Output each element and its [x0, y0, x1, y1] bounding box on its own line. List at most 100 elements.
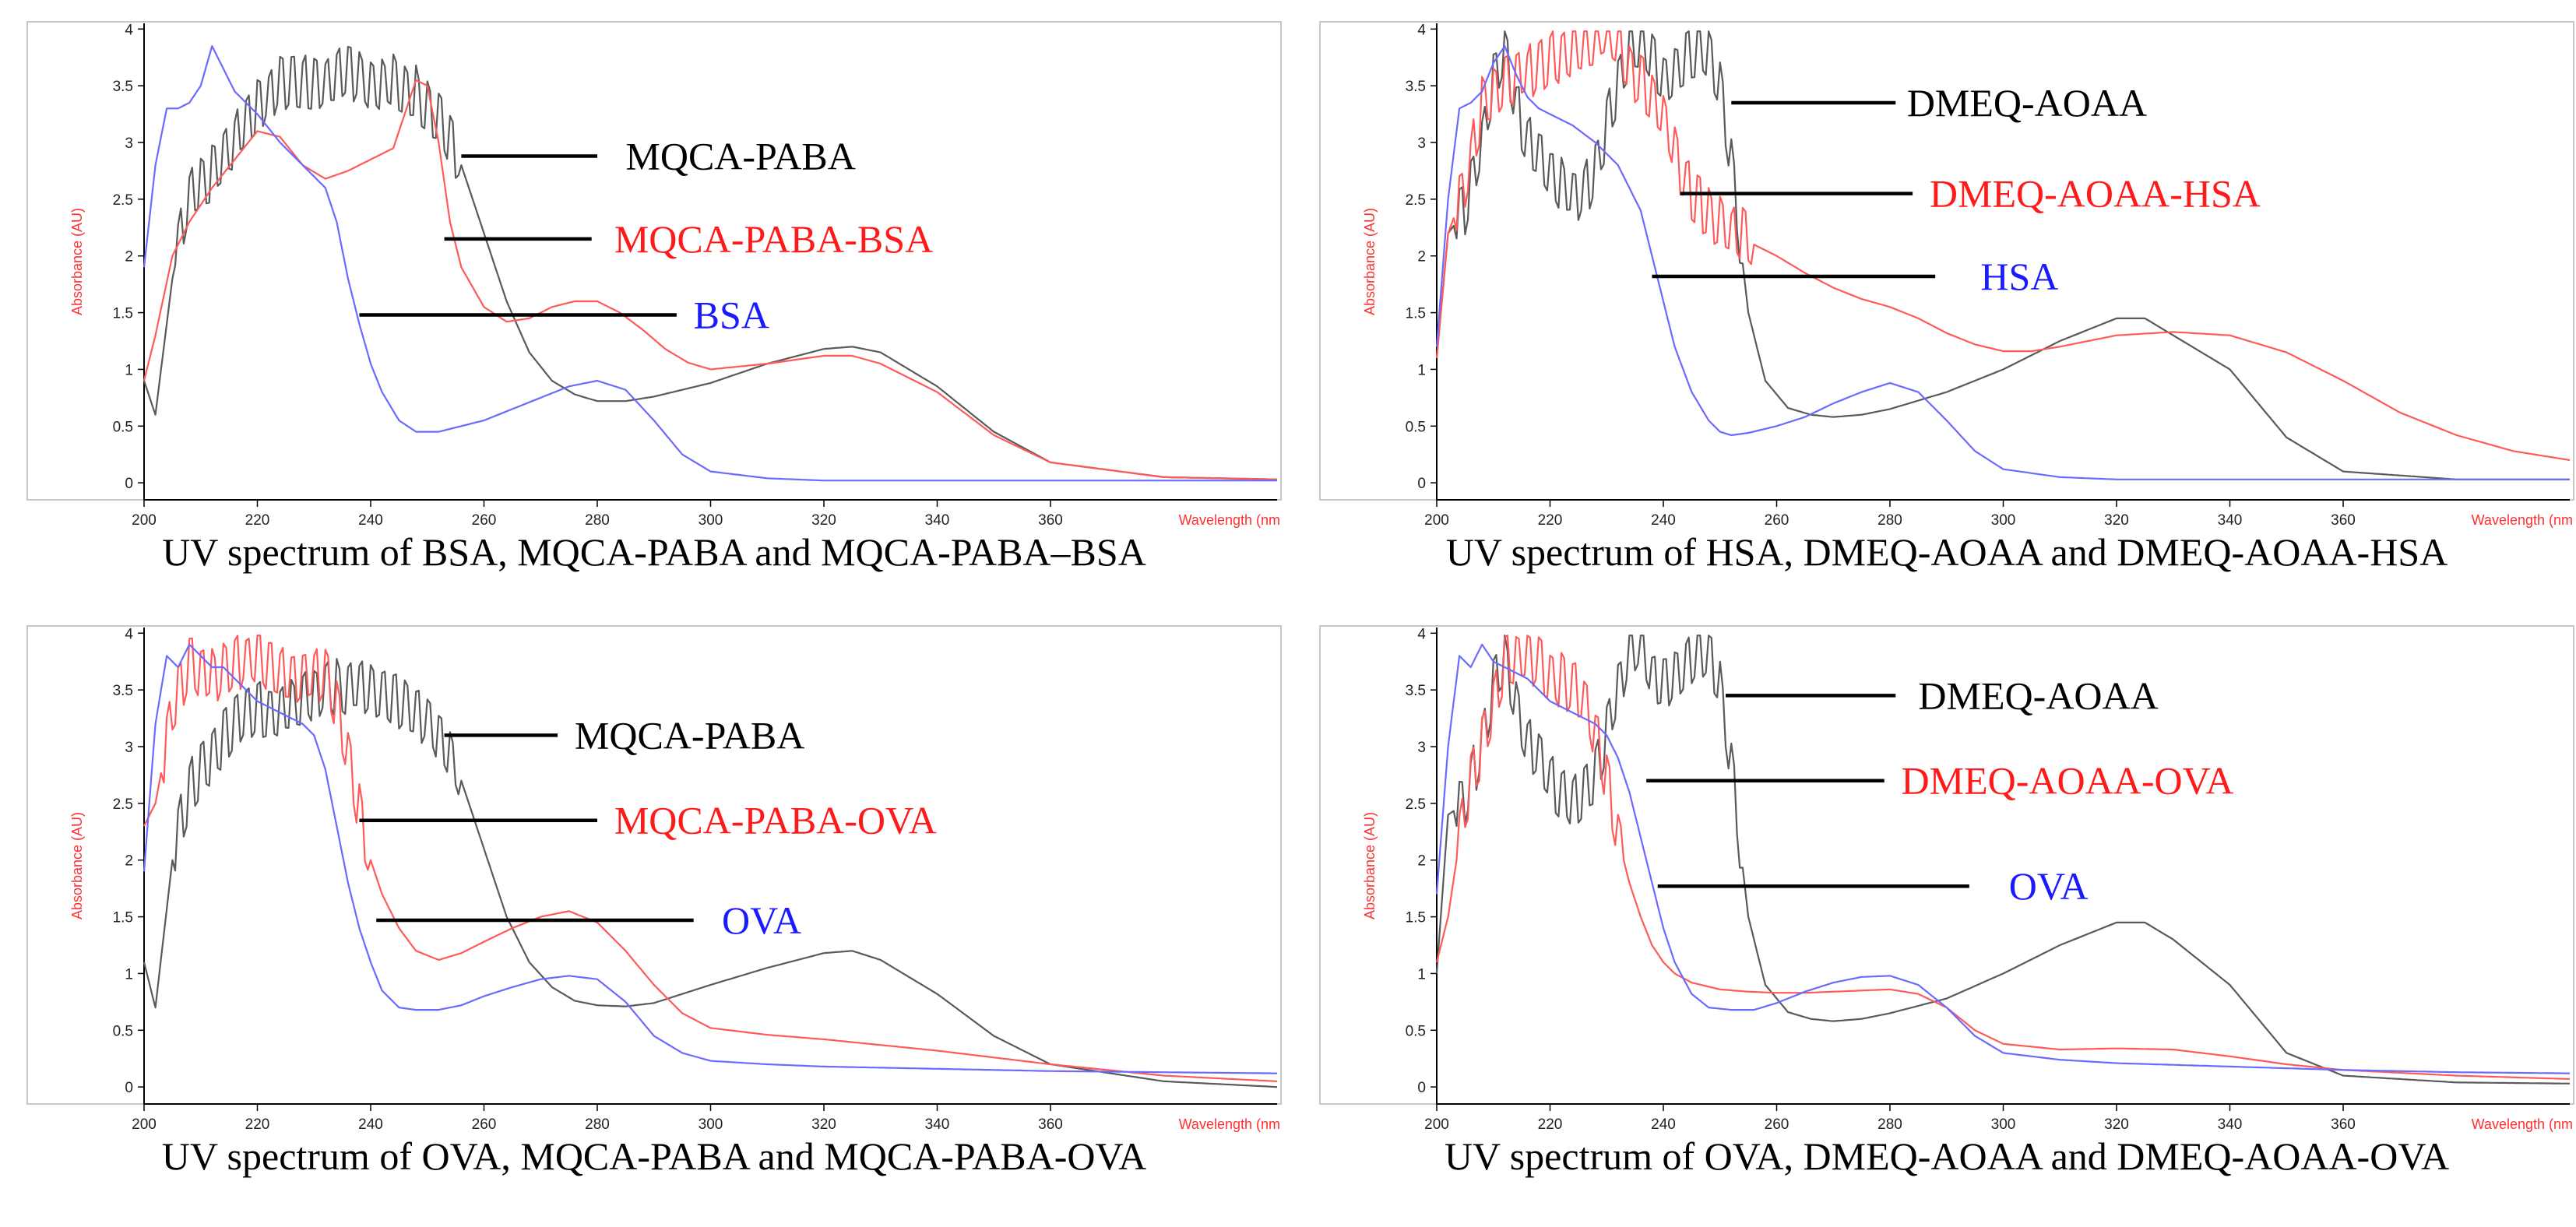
y-tick-label: 2.5 — [113, 192, 133, 209]
x-tick-label: 360 — [2331, 1116, 2356, 1133]
series-label: DMEQ-AOAA — [1907, 81, 2147, 125]
y-axis-label: Absorbance (AU) — [1362, 812, 1378, 919]
y-tick-label: 1 — [125, 966, 133, 983]
y-tick-label: 2 — [1417, 249, 1426, 265]
uv-spectrum-chart: 0 0.5 1 1.5 2 2.5 3 3.5 4 200 220 240 260 280 300 320 34… — [26, 21, 1282, 529]
y-tick-label: 4 — [125, 22, 133, 38]
x-tick-label: 320 — [811, 1116, 836, 1133]
chart-frame — [1319, 625, 2574, 1105]
series-line-bsa — [143, 45, 1277, 482]
chart-panel-ova-dmeq: 0 0.5 1 1.5 2 2.5 3 3.5 4 200 220 240 260 280 300 320 34… — [1316, 625, 2576, 1133]
x-tick-label: 240 — [358, 512, 383, 529]
series-label: OVA — [2009, 864, 2089, 908]
y-tick-label: 0 — [1417, 1080, 1426, 1096]
x-tick-label: 200 — [1424, 1116, 1449, 1133]
y-tick-label: 0.5 — [113, 1023, 133, 1039]
x-tick-label: 240 — [1651, 1116, 1676, 1133]
x-tick-label: 300 — [1991, 512, 2016, 529]
series-label: DMEQ-AOAA — [1918, 673, 2158, 717]
x-tick-label: 300 — [1991, 1116, 2016, 1133]
y-tick-label: 1 — [1417, 966, 1426, 983]
x-tick-label: 340 — [2218, 1116, 2243, 1133]
x-tick-label: 340 — [925, 1116, 950, 1133]
uv-spectrum-chart: 0 0.5 1 1.5 2 2.5 3 3.5 4 200 220 240 260 280 300 320 34… — [1319, 21, 2574, 529]
chart-panel-bsa: 0 0.5 1 1.5 2 2.5 3 3.5 4 200 220 240 260 280 300 320 34… — [23, 21, 1285, 529]
chart-panel-hsa: 0 0.5 1 1.5 2 2.5 3 3.5 4 200 220 240 260 280 300 320 34… — [1316, 21, 2576, 529]
series-line-dmeq-aoaa-ova — [1435, 635, 2571, 1080]
y-tick-label: 3.5 — [113, 79, 133, 95]
chart-caption: UV spectrum of HSA, DMEQ-AOAA and DMEQ-A… — [1445, 530, 2448, 574]
chart-panel-ova-mqca: 0 0.5 1 1.5 2 2.5 3 3.5 4 200 220 240 260 280 300 320 34… — [23, 625, 1285, 1133]
chart-caption: UV spectrum of OVA, DMEQ-AOAA and DMEQ-A… — [1444, 1134, 2450, 1178]
series-label: BSA — [694, 293, 769, 336]
y-tick-label: 4 — [1417, 626, 1426, 642]
y-tick-label: 3 — [125, 135, 133, 152]
series-line-mqca-paba — [143, 658, 1278, 1088]
x-tick-label: 200 — [1424, 512, 1449, 529]
y-axis-label: Absorbance (AU) — [69, 208, 85, 315]
x-tick-label: 220 — [1538, 1116, 1563, 1133]
series-line-dmeq-aoaa — [1435, 635, 2571, 1085]
y-axis-label: Absorbance (AU) — [69, 812, 85, 919]
y-tick-label: 2.5 — [1406, 796, 1426, 813]
uv-spectrum-chart: 0 0.5 1 1.5 2 2.5 3 3.5 4 200 220 240 260 280 300 320 34… — [1319, 625, 2574, 1133]
y-tick-label: 0.5 — [1406, 419, 1426, 435]
y-tick-label: 2.5 — [1406, 192, 1426, 209]
x-tick-label: 340 — [925, 512, 950, 529]
x-tick-label: 280 — [585, 1116, 610, 1133]
uv-spectrum-chart: 0 0.5 1 1.5 2 2.5 3 3.5 4 200 220 240 260 280 300 320 34… — [26, 625, 1282, 1133]
y-tick-label: 4 — [125, 626, 133, 642]
y-tick-label: 1.5 — [1406, 306, 1426, 322]
y-tick-label: 4 — [1417, 22, 1426, 38]
y-tick-label: 2 — [125, 249, 133, 265]
x-tick-label: 220 — [245, 512, 270, 529]
x-tick-label: 260 — [1765, 1116, 1789, 1133]
y-tick-label: 2 — [1417, 853, 1426, 870]
x-tick-label: 240 — [358, 1116, 383, 1133]
y-tick-label: 3 — [1417, 740, 1426, 756]
x-axis-label: Wavelength (nm — [2472, 1116, 2573, 1132]
y-tick-label: 0 — [125, 476, 133, 492]
x-tick-label: 200 — [132, 1116, 157, 1133]
series-line-dmeq-aoaa — [1435, 30, 2570, 480]
x-tick-label: 200 — [132, 512, 157, 529]
series-label: HSA — [1980, 255, 2058, 298]
y-tick-label: 0.5 — [113, 419, 133, 435]
series-label: DMEQ-AOAA-HSA — [1930, 172, 2261, 216]
chart-caption: UV spectrum of OVA, MQCA-PABA and MQCA-P… — [161, 1134, 1147, 1178]
y-tick-label: 2.5 — [113, 796, 133, 813]
y-tick-label: 3.5 — [1406, 683, 1426, 699]
x-tick-label: 360 — [1038, 1116, 1063, 1133]
series-label: OVA — [722, 898, 801, 942]
y-axis-label: Absorbance (AU) — [1362, 208, 1378, 315]
x-tick-label: 360 — [2331, 512, 2356, 529]
y-tick-label: 1 — [125, 362, 133, 378]
x-axis-label: Wavelength (nm — [1179, 1116, 1280, 1132]
x-tick-label: 260 — [1765, 512, 1789, 529]
series-label: MQCA-PABA-BSA — [614, 217, 933, 261]
series-label: DMEQ-AOAA-OVA — [1902, 759, 2234, 803]
x-tick-label: 220 — [1538, 512, 1563, 529]
x-tick-label: 320 — [2104, 1116, 2129, 1133]
series-label: MQCA-PABA-OVA — [614, 799, 937, 842]
x-tick-label: 340 — [2218, 512, 2243, 529]
x-tick-label: 320 — [811, 512, 836, 529]
x-axis-label: Wavelength (nm — [2472, 512, 2573, 528]
chart-frame — [26, 625, 1282, 1105]
y-tick-label: 1.5 — [113, 306, 133, 322]
x-tick-label: 280 — [1877, 512, 1902, 529]
y-tick-label: 3.5 — [1406, 79, 1426, 95]
x-tick-label: 260 — [472, 512, 497, 529]
series-line-dmeq-aoaa-hsa — [1435, 30, 2571, 462]
series-line-ova — [143, 643, 1278, 1074]
x-tick-label: 300 — [699, 1116, 723, 1133]
y-tick-label: 1 — [1417, 362, 1426, 378]
y-tick-label: 0 — [1417, 476, 1426, 492]
chart-frame — [26, 21, 1282, 501]
series-line-mqca-paba-bsa — [143, 79, 1278, 480]
y-tick-label: 3 — [1417, 135, 1426, 152]
y-tick-label: 2 — [125, 853, 133, 870]
y-tick-label: 0.5 — [1406, 1023, 1426, 1039]
series-line-hsa — [1435, 45, 2570, 480]
x-tick-label: 240 — [1651, 512, 1676, 529]
